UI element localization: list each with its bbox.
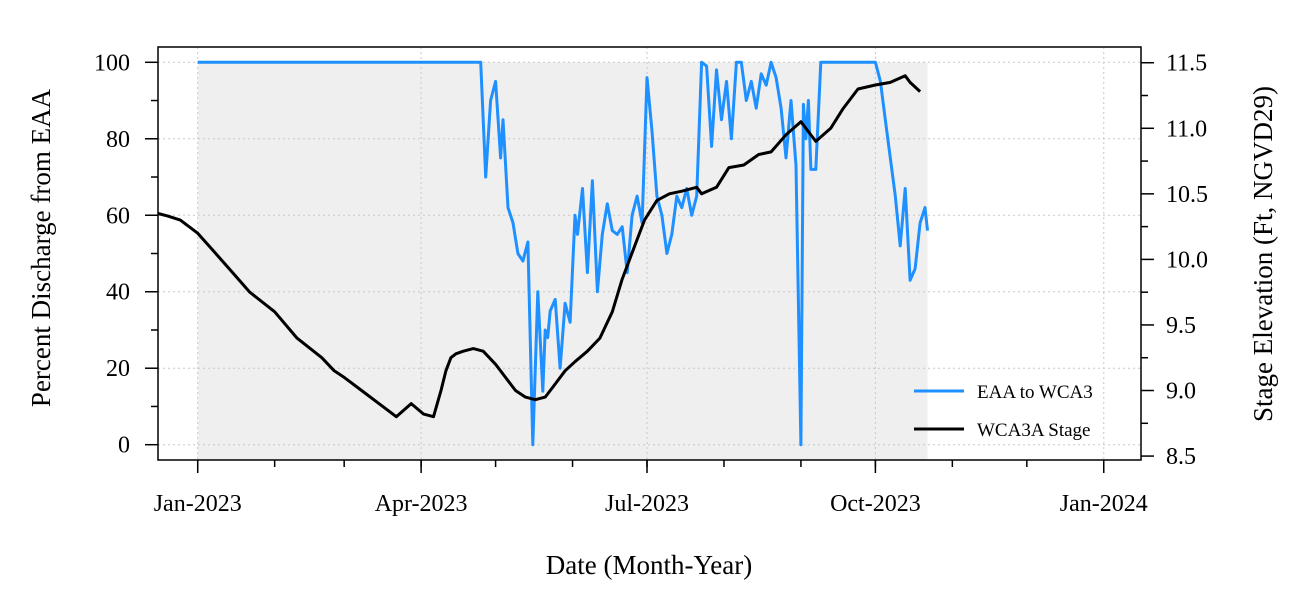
right-y-tick-label: 9.5 — [1166, 313, 1196, 339]
right-y-tick-label: 10.0 — [1166, 247, 1208, 273]
left-y-tick-label: 100 — [94, 50, 130, 76]
x-axis: Jan-2023 Apr-2023 Jul-2023 Oct-2023 Jan-2024 — [154, 460, 1148, 517]
left-y-axis: 0 20 40 60 80 100 — [94, 50, 158, 459]
right-y-tick-label: 9.0 — [1166, 379, 1196, 405]
left-y-tick-label: 60 — [106, 203, 130, 229]
x-tick-label: Jan-2023 — [154, 491, 242, 517]
left-y-axis-title: Percent Discharge from EAA — [26, 88, 56, 407]
legend-label: WCA3A Stage — [977, 420, 1090, 441]
grid — [158, 47, 1141, 460]
x-tick-label: Jan-2024 — [1060, 491, 1148, 517]
x-tick-label: Apr-2023 — [375, 491, 468, 517]
left-y-tick-label: 20 — [106, 356, 130, 382]
right-y-axis: 8.5 9.0 9.5 10.0 10.5 11.0 11.5 — [1141, 51, 1208, 470]
series-line-eaa-to-wca3 — [197, 60, 929, 447]
legend: EAA to WCA3 WCA3A Stage — [914, 382, 1093, 441]
x-tick-label: Jul-2023 — [605, 491, 689, 517]
x-axis-title: Date (Month-Year) — [546, 550, 752, 580]
left-y-tick-label: 40 — [106, 280, 130, 306]
right-y-tick-label: 11.0 — [1166, 116, 1207, 142]
x-tick-label: Oct-2023 — [830, 491, 921, 517]
right-y-tick-label: 8.5 — [1166, 444, 1196, 470]
series-line-wca3a-stage — [157, 74, 922, 419]
left-y-tick-label: 0 — [118, 433, 130, 459]
right-y-tick-label: 10.5 — [1166, 182, 1208, 208]
left-y-tick-label: 80 — [106, 127, 130, 153]
right-y-tick-label: 11.5 — [1166, 51, 1207, 77]
series-lines — [157, 60, 929, 447]
right-y-axis-title: Stage Elevation (Ft, NGVD29) — [1248, 86, 1278, 422]
legend-label: EAA to WCA3 — [977, 382, 1093, 403]
